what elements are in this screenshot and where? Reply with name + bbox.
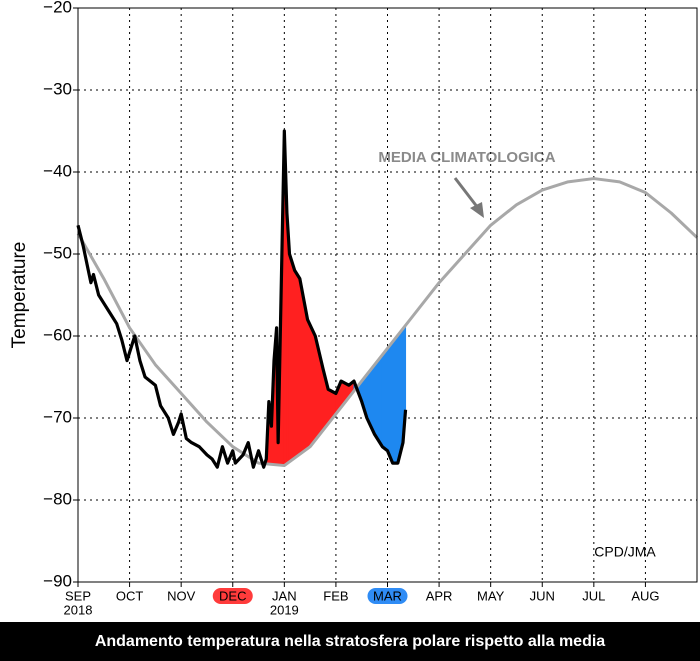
- x-tick-label: MAR: [373, 588, 402, 603]
- x-tick-label: APR: [426, 588, 453, 603]
- y-tick-label: −60: [43, 325, 72, 344]
- caption: Andamento temperatura nella stratosfera …: [95, 633, 605, 650]
- x-tick-label: JUN: [530, 588, 555, 603]
- x-tick-label: OCT: [116, 588, 144, 603]
- caption-bar: [0, 622, 700, 661]
- x-tick-label: DEC: [219, 588, 246, 603]
- x-year-label: 2018: [64, 602, 93, 617]
- anomaly-fill: [392, 333, 399, 464]
- x-tick-label: AUG: [631, 588, 659, 603]
- anomaly-fill: [307, 319, 316, 450]
- y-tick-label: −90: [43, 571, 72, 590]
- anomaly-fill: [294, 268, 301, 460]
- x-tick-label: JAN: [272, 588, 297, 603]
- anomaly-fill: [381, 346, 388, 452]
- x-tick-label: SEP: [65, 588, 91, 603]
- tick-highlight: [367, 588, 408, 604]
- series-line: [76, 177, 699, 468]
- annotation-arrow: [453, 177, 480, 209]
- x-tick-label: MAY: [477, 588, 505, 603]
- series-line: [76, 129, 408, 469]
- anomaly-fill: [288, 253, 296, 463]
- y-tick-label: −50: [43, 243, 72, 262]
- y-axis-label: Temperature: [9, 242, 30, 349]
- plot-frame: [77, 7, 698, 583]
- y-tick-label: −40: [43, 161, 72, 180]
- anomaly-fill: [387, 340, 394, 464]
- x-year-label: 2019: [270, 602, 299, 617]
- tick-highlight: [212, 588, 253, 604]
- source: CPD/JMA: [594, 544, 656, 560]
- y-tick-label: −80: [43, 489, 72, 508]
- y-tick-label: −20: [43, 0, 72, 16]
- annotation-arrowhead: [470, 202, 484, 218]
- x-tick-label: NOV: [167, 588, 196, 603]
- annotation: MEDIA CLIMATOLOGICA: [378, 149, 555, 166]
- y-tick-label: −30: [43, 79, 72, 98]
- x-tick-label: FEB: [323, 588, 348, 603]
- x-tick-label: JUL: [582, 588, 605, 603]
- y-tick-label: −70: [43, 407, 72, 426]
- anomaly-fill: [374, 353, 383, 449]
